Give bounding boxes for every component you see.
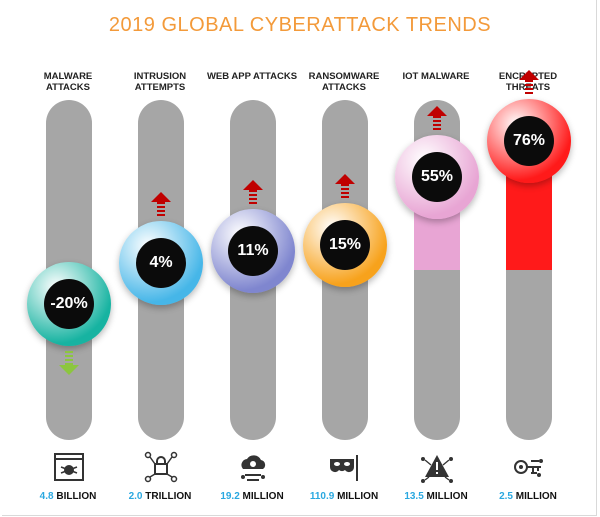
- mask-flag-icon: [327, 449, 363, 485]
- volume-number: 2.5: [499, 491, 513, 502]
- data-label: 4%: [136, 238, 186, 289]
- arrow-up-icon: [334, 173, 356, 199]
- volume-unit: MILLION: [334, 491, 379, 502]
- volume-unit: MILLION: [513, 491, 557, 502]
- volume-stat: 13.5 MILLION: [380, 491, 492, 502]
- bar-column: WEB APP ATTACKS 11% 19.2 MILLION: [206, 0, 298, 517]
- volume-unit: MILLION: [239, 491, 284, 502]
- volume-unit: MILLION: [423, 491, 468, 502]
- volume-unit: BILLION: [53, 491, 97, 502]
- volume-number: 19.2: [220, 491, 240, 502]
- category-label: INTRUSION ATTEMPTS: [133, 71, 187, 93]
- arrow-up-icon: [426, 105, 448, 131]
- category-label: RANSOMWARE ATTACKS: [308, 71, 380, 93]
- encrypted-key-icon: [511, 449, 547, 485]
- data-label: -20%: [44, 279, 94, 329]
- arrow-up-icon: [150, 191, 172, 217]
- arrow-down-icon: [58, 350, 80, 376]
- data-label: 11%: [228, 226, 278, 277]
- data-label: 15%: [320, 219, 370, 270]
- category-label: WEB APP ATTACKS: [206, 71, 298, 82]
- bar-column: MALWARE ATTACKS -20% 4.8 BILLION: [22, 0, 114, 517]
- volume-number: 13.5: [404, 491, 424, 502]
- value-bubble: 55%: [395, 134, 479, 219]
- value-bubble: 15%: [303, 202, 387, 287]
- value-bubble: -20%: [27, 262, 111, 346]
- chart-title: 2019 GLOBAL CYBERATTACK TRENDS: [108, 14, 492, 36]
- data-label: 55%: [412, 151, 462, 202]
- bar-column: IOT MALWARE 55% 13.5 MILLION: [390, 0, 482, 517]
- value-bubble: 4%: [119, 221, 203, 306]
- bar-column: RANSOMWARE ATTACKS 15% 110.9 MILLION: [298, 0, 390, 517]
- value-bubble: 11%: [211, 209, 295, 294]
- volume-stat: 2.5 MILLION: [472, 491, 584, 502]
- bug-browser-icon: [51, 449, 87, 485]
- category-label: MALWARE ATTACKS: [43, 71, 93, 93]
- bar-column: INTRUSION ATTEMPTS 4% 2.0 TRILLION: [114, 0, 206, 517]
- volume-stat: 19.2 MILLION: [196, 491, 308, 502]
- cloud-hacker-icon: [235, 449, 271, 485]
- volume-stat: 110.9 MILLION: [288, 491, 400, 502]
- arrow-up-icon: [518, 69, 540, 95]
- volume-number: 110.9: [309, 491, 335, 502]
- value-bubble: 76%: [487, 98, 571, 183]
- volume-stat: 4.8 BILLION: [12, 491, 124, 502]
- network-lock-icon: [143, 449, 179, 485]
- data-label: 76%: [504, 115, 554, 166]
- volume-number: 2.0: [128, 491, 143, 502]
- arrow-up-icon: [242, 179, 264, 205]
- category-label: IOT MALWARE: [402, 71, 470, 82]
- iot-warning-icon: [419, 449, 455, 485]
- volume-stat: 2.0 TRILLION: [104, 491, 216, 502]
- volume-unit: TRILLION: [142, 491, 192, 502]
- volume-number: 4.8: [39, 491, 54, 502]
